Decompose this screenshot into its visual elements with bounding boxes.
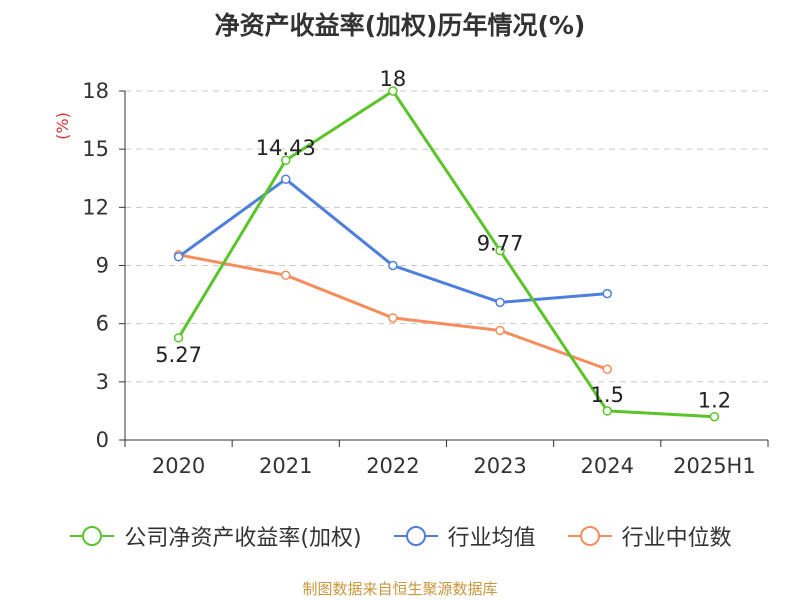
data-point xyxy=(173,252,184,262)
legend-label: 行业中位数 xyxy=(621,526,732,551)
legend: 公司净资产收益率(加权) 行业均值 行业中位数 xyxy=(0,518,800,554)
x-tick-label: 2020 xyxy=(152,454,205,478)
y-tick-label: 9 xyxy=(96,254,109,278)
y-tick-label: 15 xyxy=(82,137,109,161)
x-tick-label: 2022 xyxy=(366,454,419,478)
data-point xyxy=(495,245,505,256)
data-point xyxy=(602,406,612,416)
y-tick-label: 6 xyxy=(96,312,109,336)
series-lines xyxy=(173,86,720,422)
data-point xyxy=(602,288,612,299)
x-tick-label: 2021 xyxy=(259,454,312,478)
data-point xyxy=(388,313,398,323)
y-tick-label: 18 xyxy=(82,79,109,103)
y-axis-label: (%) xyxy=(53,112,72,140)
data-point xyxy=(173,333,184,343)
x-tick-label: 2025H1 xyxy=(673,454,756,478)
source-note: 制图数据来自恒生聚源数据库 xyxy=(302,580,498,598)
series-line xyxy=(177,89,715,419)
data-label: 1.2 xyxy=(698,389,731,413)
data-label: 9.77 xyxy=(477,232,524,256)
data-point xyxy=(602,364,612,374)
y-tick-label: 12 xyxy=(82,195,109,219)
data-point xyxy=(388,260,398,271)
data-point xyxy=(495,325,505,336)
data-point xyxy=(281,270,291,280)
chart-title: 净资产收益率(加权)历年情况(%) xyxy=(214,11,586,40)
y-tick-label: 3 xyxy=(96,370,109,394)
data-labels: 5.27 14.43 18 9.77 1.5 1.2 xyxy=(155,67,731,413)
data-label: 1.5 xyxy=(591,383,624,407)
legend-item[interactable]: 行业中位数 xyxy=(566,520,732,552)
data-point xyxy=(281,174,291,184)
x-tick-label: 2024 xyxy=(581,454,634,478)
legend-marker-icon xyxy=(567,526,612,546)
legend-item[interactable]: 行业均值 xyxy=(392,520,536,552)
legend-marker-icon xyxy=(70,526,115,546)
series-line xyxy=(177,177,608,304)
x-tick-label: 2023 xyxy=(473,454,526,478)
data-label: 14.43 xyxy=(256,136,316,160)
legend-label: 行业均值 xyxy=(447,526,536,551)
legend-marker-icon xyxy=(393,526,438,546)
legend-item[interactable]: 公司净资产收益率(加权) xyxy=(68,520,362,552)
data-label: 5.27 xyxy=(155,343,202,367)
data-label: 18 xyxy=(380,67,407,91)
legend-label: 公司净资产收益率(加权) xyxy=(124,526,362,551)
data-point xyxy=(388,86,398,96)
grid-lines xyxy=(125,90,768,383)
axes: 0 3 6 9 12 15 18 2020 2021 2022 2023 2024 2025H1 xyxy=(82,79,769,478)
data-point xyxy=(281,155,291,165)
data-point xyxy=(495,297,505,308)
y-tick-label: 0 xyxy=(96,428,109,452)
data-point xyxy=(709,411,720,422)
